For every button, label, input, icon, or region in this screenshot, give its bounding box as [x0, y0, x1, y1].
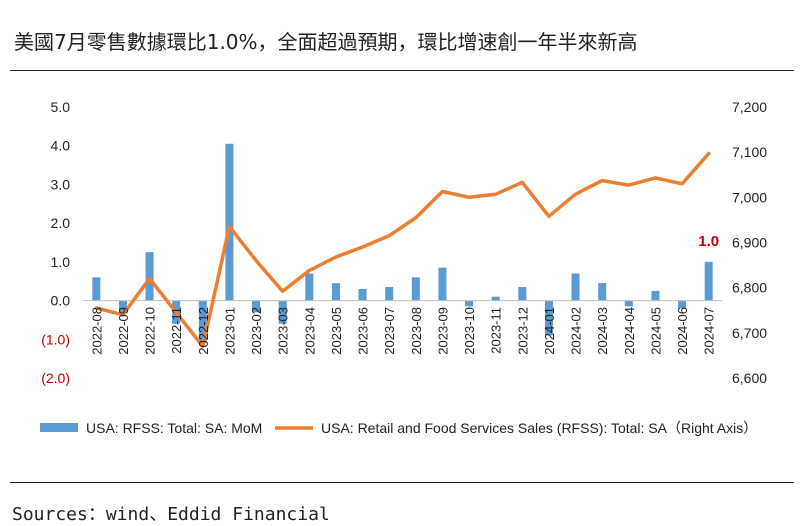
- right-axis-tick-label: 6,600: [732, 370, 767, 386]
- legend-label-bar: USA: RFSS: Total: SA: MoM: [86, 420, 262, 436]
- right-axis-tick-label: 6,800: [732, 280, 767, 296]
- bar-mom: [92, 277, 101, 301]
- x-axis-tick-label: 2023-11: [489, 307, 504, 354]
- x-axis-tick-label: 2024-04: [622, 307, 637, 355]
- bar-mom: [145, 252, 154, 301]
- left-axis-tick-label: 4.0: [51, 138, 71, 154]
- x-axis-tick-label: 2024-01: [542, 307, 557, 355]
- x-axis-tick-label: 2023-03: [276, 307, 291, 355]
- right-axis-tick-label: 7,100: [732, 144, 767, 160]
- x-axis-tick-label: 2022-08: [89, 307, 104, 355]
- x-axis-tick-label: 2023-10: [462, 307, 477, 355]
- bar-mom: [305, 273, 314, 301]
- bar-mom: [704, 261, 713, 301]
- bar-mom: [651, 290, 660, 301]
- x-axis-tick-label: 2022-09: [116, 307, 131, 355]
- right-axis-tick-label: 7,200: [732, 99, 767, 115]
- x-axis-tick-label: 2024-06: [675, 307, 690, 355]
- chart-title: 美國7月零售數據環比1.0%，全面超過預期，環比增速創一年半來新高: [14, 30, 638, 54]
- x-axis-tick-label: 2024-05: [648, 307, 663, 355]
- x-axis-tick-label: 2023-12: [515, 307, 530, 355]
- top-divider: [10, 70, 794, 71]
- bar-mom: [571, 273, 580, 301]
- left-axis-tick-label: 3.0: [51, 176, 71, 192]
- x-axis-tick-label: 2022-10: [143, 307, 158, 355]
- x-axis-tick-label: 2024-03: [595, 307, 610, 355]
- bar-mom: [518, 287, 527, 301]
- left-axis-tick-label: 5.0: [51, 99, 71, 115]
- bar-mom: [252, 300, 261, 313]
- source-note: Sources：wind、Eddid Financial: [12, 504, 330, 525]
- bar-mom: [198, 300, 207, 344]
- left-axis-tick-label: 0.0: [51, 293, 71, 309]
- bar-mom: [491, 296, 500, 301]
- bottom-divider: [10, 482, 794, 483]
- bar-mom: [465, 300, 474, 307]
- x-axis-tick-label: 2022-11: [169, 307, 184, 354]
- left-axis-tick-label: 2.0: [51, 215, 71, 231]
- legend-label-line: USA: Retail and Food Services Sales (RFS…: [321, 420, 757, 436]
- bar-mom: [598, 283, 607, 301]
- left-axis-tick-label: 1.0: [51, 254, 71, 270]
- x-axis-tick-label: 2023-06: [356, 307, 371, 355]
- bar-mom: [278, 300, 287, 324]
- bar-mom: [331, 283, 340, 301]
- x-axis-tick-label: 2023-05: [329, 307, 344, 355]
- bar-mom: [358, 288, 367, 301]
- bar-mom: [544, 300, 553, 336]
- legend-swatch-bar: [40, 423, 78, 432]
- x-axis-tick-label: 2023-02: [249, 307, 264, 355]
- left-axis-tick-label: (2.0): [41, 370, 70, 386]
- x-axis-tick-label: 2023-08: [409, 307, 424, 355]
- right-axis-tick-label: 6,900: [732, 235, 767, 251]
- bar-mom: [118, 300, 127, 313]
- x-axis-tick-label: 2024-02: [569, 307, 584, 355]
- bar-mom: [225, 143, 234, 301]
- bar-mom: [678, 300, 687, 309]
- bar-data-label: 1.0: [698, 233, 719, 250]
- right-axis-tick-label: 7,000: [732, 189, 767, 205]
- left-axis-tick-label: (1.0): [41, 331, 70, 347]
- bar-mom: [385, 287, 394, 301]
- x-axis-tick-label: 2023-09: [435, 307, 450, 355]
- x-axis-tick-label: 2023-04: [302, 307, 317, 355]
- x-axis-tick-label: 2023-07: [382, 307, 397, 355]
- x-axis-tick-label: 2024-07: [702, 307, 717, 355]
- bar-mom: [624, 300, 633, 307]
- x-axis-tick-label: 2022-12: [196, 307, 211, 355]
- x-axis-tick-label: 2023-01: [222, 307, 237, 355]
- line-retail-sales: [94, 151, 711, 349]
- bar-mom: [411, 277, 420, 301]
- bar-mom: [438, 267, 447, 301]
- right-axis-tick-label: 6,700: [732, 325, 767, 341]
